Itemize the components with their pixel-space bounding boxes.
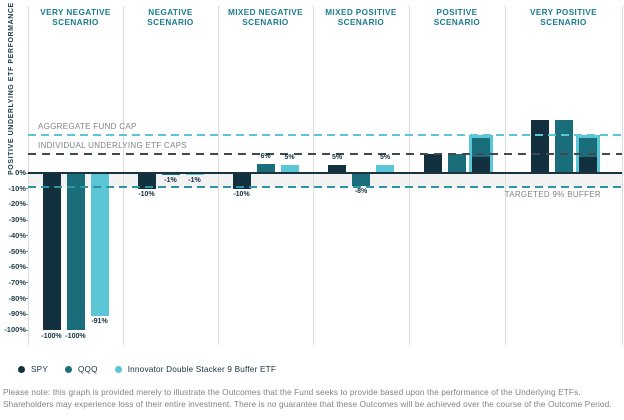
y-tick-mark <box>24 298 28 300</box>
stack-segment-spy <box>472 154 490 173</box>
bar-spy <box>328 165 346 173</box>
y-tick-mark <box>24 313 28 315</box>
y-tick-label: -80% <box>8 293 26 303</box>
bar-value-label: -1% <box>188 177 201 185</box>
bar-qqq <box>554 119 573 173</box>
bar-spy <box>530 119 549 173</box>
stack-segment-qqq <box>472 138 490 158</box>
bar-spy <box>424 154 442 173</box>
y-tick-mark <box>24 188 28 190</box>
legend-item: QQQ <box>64 365 98 374</box>
bar-value-label: 5% <box>284 154 295 162</box>
y-tick-mark <box>24 329 28 331</box>
scenario-title: MIXED POSITIVE SCENARIO <box>313 8 409 28</box>
y-tick-label: -50% <box>8 246 26 256</box>
zero-axis-line <box>28 171 622 175</box>
bar-value-label: -8% <box>354 188 368 196</box>
bar-spy <box>42 173 61 330</box>
scenario-title: MIXED NEGATIVE SCENARIO <box>218 8 313 28</box>
y-tick-mark <box>24 266 28 268</box>
legend-label: Innovator Double Stacker 9 Buffer ETF <box>127 365 277 374</box>
bar-value-label: 5% <box>379 154 391 162</box>
buffer-line <box>28 186 622 189</box>
column-divider <box>123 6 124 345</box>
bar-spy <box>137 173 156 189</box>
legend-dot <box>114 366 122 373</box>
aggregate-fund-cap-label: AGGREGATE FUND CAP <box>38 122 137 131</box>
targeted-buffer-label: TARGETED 9% BUFFER <box>504 190 601 199</box>
legend-dot <box>18 366 25 373</box>
y-tick-label: -100% <box>4 325 26 334</box>
scenario-title: VERY NEGATIVE SCENARIO <box>28 8 123 28</box>
legend-label: SPY <box>31 365 48 374</box>
individual-caps-line <box>28 153 622 156</box>
scenario-title: POSITIVE SCENARIO <box>409 8 505 28</box>
disclaimer-text: Please note: this graph is provided mere… <box>3 387 612 409</box>
y-tick-mark <box>24 235 28 237</box>
scenario-title-line: POSITIVE <box>436 8 478 17</box>
bar-value-label: 6% <box>260 152 271 160</box>
scenario-title: VERY POSITIVE SCENARIO <box>505 8 622 28</box>
scenario-title-line: SCENARIO <box>433 18 481 27</box>
legend: SPY QQQ Innovator Double Stacker 9 Buffer … <box>18 365 276 374</box>
scenario-title-line: SCENARIO <box>242 18 289 27</box>
scenario-title-line: SCENARIO <box>147 18 194 27</box>
y-axis-line <box>28 6 29 345</box>
column-divider <box>409 6 410 345</box>
legend-dot <box>64 366 72 373</box>
y-tick-mark <box>24 219 28 221</box>
bar-qqq <box>448 154 466 173</box>
y-tick-label: 0% <box>15 168 26 177</box>
y-tick-label: -90% <box>8 309 26 319</box>
bar-innovator-etf <box>280 165 299 173</box>
scenario-title-line: MIXED POSITIVE <box>325 8 397 17</box>
column-divider <box>622 6 623 345</box>
buffer-zone-band <box>28 174 622 188</box>
bar-value-label: -100% <box>65 332 86 340</box>
bar-value-label: -100% <box>41 332 62 340</box>
y-tick-label: -60% <box>8 262 26 272</box>
bar-innovator-etf <box>90 173 109 316</box>
legend-item: SPY <box>18 365 48 374</box>
column-divider <box>313 6 314 345</box>
scenario-title-line: VERY NEGATIVE <box>40 8 111 17</box>
bar-value-label: -91% <box>91 318 108 326</box>
y-tick-label: -40% <box>8 230 26 240</box>
bar-qqq <box>256 163 275 173</box>
bar-value-label: 5% <box>331 154 343 162</box>
column-divider <box>218 6 219 345</box>
y-axis-title: POSITIVE UNDERLYING ETF PERFORMANCE <box>8 2 15 175</box>
individual-etf-caps-label: INDIVIDUAL UNDERLYING ETF CAPS <box>38 141 188 150</box>
scenario-title-line: MIXED NEGATIVE <box>227 8 304 17</box>
scenario-title: NEGATIVE SCENARIO <box>123 8 218 28</box>
scenario-title-line: SCENARIO <box>540 18 587 27</box>
scenario-title-line: VERY POSITIVE <box>529 8 598 17</box>
column-divider <box>505 6 506 345</box>
y-tick-label: -20% <box>8 199 26 209</box>
bar-value-label: -10% <box>138 191 155 199</box>
scenario-title-line: NEGATIVE <box>148 8 193 17</box>
stack-segment-spy <box>578 154 597 173</box>
bar-innovator-etf <box>376 165 394 173</box>
bar-value-label: -1% <box>164 177 177 185</box>
y-tick-mark <box>24 172 28 174</box>
y-tick-label: -10% <box>8 183 26 193</box>
y-tick-mark <box>24 203 28 205</box>
stack-segment-qqq <box>578 138 597 158</box>
y-tick-label: -30% <box>8 215 26 225</box>
y-tick-label: -70% <box>8 277 26 287</box>
legend-item: Innovator Double Stacker 9 Buffer ETF <box>114 365 277 374</box>
scenario-title-line: SCENARIO <box>52 18 99 27</box>
legend-label: QQQ <box>77 365 98 374</box>
y-tick-mark <box>24 282 28 284</box>
bar-qqq <box>352 173 370 186</box>
bar-qqq <box>66 173 85 330</box>
bar-spy <box>232 173 251 189</box>
aggregate-cap-line <box>28 134 622 137</box>
bar-value-label: -10% <box>233 191 250 199</box>
y-tick-mark <box>24 251 28 252</box>
scenario-title-line: SCENARIO <box>337 18 385 27</box>
